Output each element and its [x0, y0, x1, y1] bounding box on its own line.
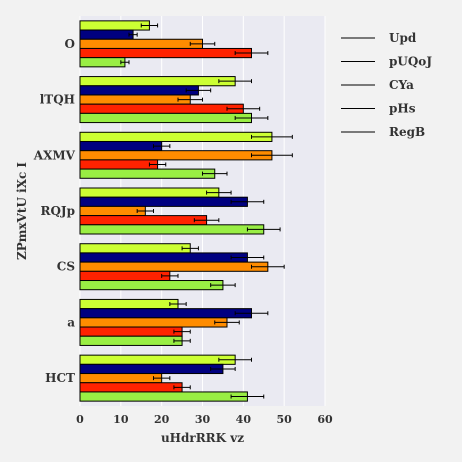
x-tick-label: 20: [154, 413, 170, 426]
bar: [79, 317, 228, 328]
bar: [79, 140, 163, 152]
bar: [79, 363, 224, 375]
category-label: lTQH: [40, 93, 75, 107]
category-label: O: [65, 37, 75, 51]
bar: [79, 103, 244, 114]
bar: [79, 38, 203, 49]
bar: [79, 168, 216, 179]
legend-label: Upd: [389, 31, 417, 45]
bar: [79, 150, 273, 161]
bar: [79, 326, 183, 337]
bar: [79, 57, 126, 68]
bar: [79, 243, 191, 254]
legend-label: CYa: [389, 78, 414, 92]
x-tick-label: 10: [113, 413, 129, 426]
bar: [79, 308, 252, 319]
x-tick-label: 50: [277, 413, 293, 426]
bar: [79, 159, 159, 170]
bar: [79, 29, 134, 40]
x-tick-labels: 0 10 20 30 40 50 60: [76, 413, 333, 426]
bar: [79, 252, 248, 263]
bar: [79, 94, 191, 105]
bar: [79, 280, 224, 291]
bar: [79, 131, 273, 142]
category-label: RQJp: [41, 204, 76, 218]
bar: [79, 85, 199, 96]
x-tick-label: 60: [317, 413, 333, 426]
x-axis-label: uHdrRRK vz: [161, 431, 244, 445]
bar: [79, 112, 252, 124]
x-tick-label: 30: [195, 413, 211, 426]
legend-label: RegB: [389, 125, 425, 139]
error-bars: [120, 23, 293, 399]
bar: [79, 224, 265, 235]
bars: [79, 20, 273, 402]
category-label: a: [67, 315, 75, 329]
bar: [79, 382, 183, 393]
bar: [79, 196, 248, 207]
legend-label: pHs: [389, 102, 416, 116]
category-label: HCT: [45, 371, 75, 385]
bar: [79, 215, 208, 226]
bar: [79, 354, 236, 365]
legend: Upd pUQoJ CYa pHs RegB: [341, 31, 432, 139]
y-axis-label: ZPmxVtU iXc I: [15, 162, 29, 260]
bar: [79, 261, 269, 272]
bar: [79, 76, 236, 87]
bar: [79, 205, 146, 217]
bar: [79, 47, 252, 59]
category-label: CS: [57, 260, 75, 274]
x-tick-label: 0: [76, 413, 84, 426]
x-tick-label: 40: [236, 413, 252, 426]
legend-label: pUQoJ: [389, 55, 432, 69]
bar: [79, 391, 248, 402]
bar: [79, 270, 171, 282]
bar: [79, 335, 183, 346]
bar: [79, 187, 220, 198]
bar: [79, 298, 179, 310]
bar: [79, 373, 163, 384]
category-label: AXMV: [33, 148, 76, 162]
bar: [79, 20, 150, 31]
